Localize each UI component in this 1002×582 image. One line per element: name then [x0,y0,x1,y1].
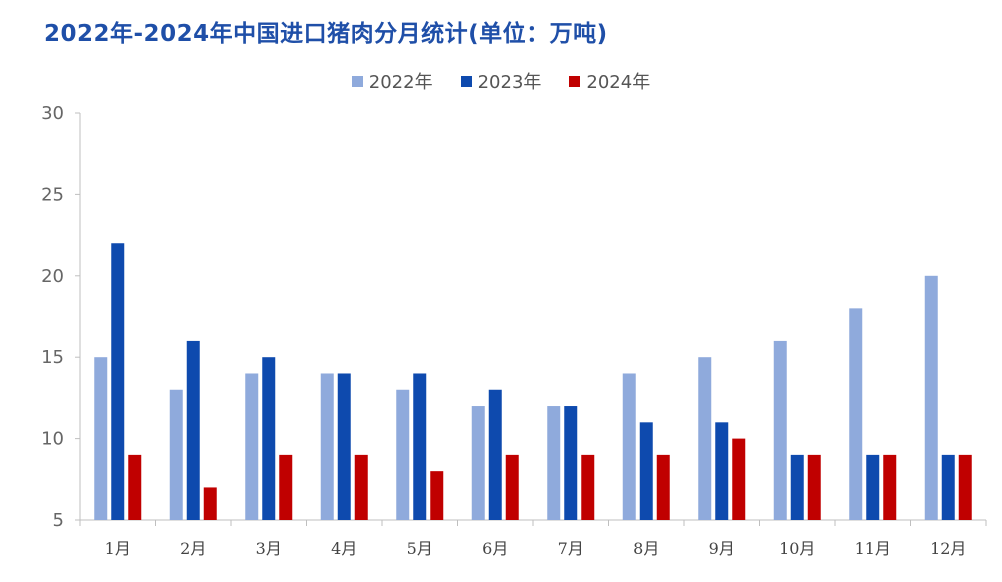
x-tick-label: 1月 [105,539,131,558]
bar [639,422,653,520]
bar [866,454,880,520]
y-tick-label: 10 [41,429,64,450]
bar [732,438,746,520]
bar [430,471,444,520]
y-tick-label: 15 [41,347,64,368]
bar [505,454,519,520]
x-tick-label: 11月 [855,539,891,558]
legend-item: 2024年 [569,68,650,94]
x-tick-label: 10月 [779,539,815,558]
bar [169,389,183,520]
bar [958,454,972,520]
x-tick-label: 5月 [407,539,433,558]
bar [488,389,502,520]
bar [262,357,276,520]
bar [396,389,410,520]
bar [279,454,293,520]
bar [883,454,897,520]
x-tick-label: 12月 [930,539,966,558]
bar [773,340,787,520]
bar [698,357,712,520]
bar [547,406,561,520]
bar [564,406,578,520]
bar [807,454,821,520]
bar [94,357,108,520]
bar [622,373,636,520]
y-tick-label: 30 [41,103,64,124]
bar [203,487,217,520]
legend-label: 2023年 [477,72,542,93]
x-tick-label: 6月 [482,539,508,558]
bar [413,373,427,520]
legend-item: 2022年 [351,68,433,94]
y-tick-label: 20 [41,266,64,287]
bar [186,340,200,520]
x-tick-label: 4月 [331,539,357,558]
bar [581,454,595,520]
y-tick-label: 25 [41,184,64,205]
y-tick-label: 5 [53,510,64,531]
bar [924,275,938,520]
bar [354,454,368,520]
legend-label: 2024年 [586,72,651,93]
x-tick-label: 2月 [180,539,206,558]
legend-swatch [569,75,581,87]
x-tick-label: 3月 [256,539,282,558]
chart-legend: 2022年 2023年 2024年 [0,68,1002,94]
bar [715,422,729,520]
bar [656,454,670,520]
bar [941,454,955,520]
bar [128,454,142,520]
legend-swatch [460,75,472,87]
x-tick-label: 9月 [709,539,735,558]
bar [245,373,259,520]
bar [849,308,863,520]
x-tick-label: 7月 [558,539,584,558]
bar [111,243,125,521]
bar [471,406,485,520]
legend-swatch [351,75,363,87]
x-tick-label: 8月 [633,539,659,558]
bar [320,373,334,520]
chart-title: 2022年-2024年中国进口猪肉分月统计(单位：万吨) [44,21,608,47]
bar [790,454,804,520]
legend-item: 2023年 [460,68,542,94]
legend-label: 2022年 [368,72,433,93]
bar [337,373,351,520]
